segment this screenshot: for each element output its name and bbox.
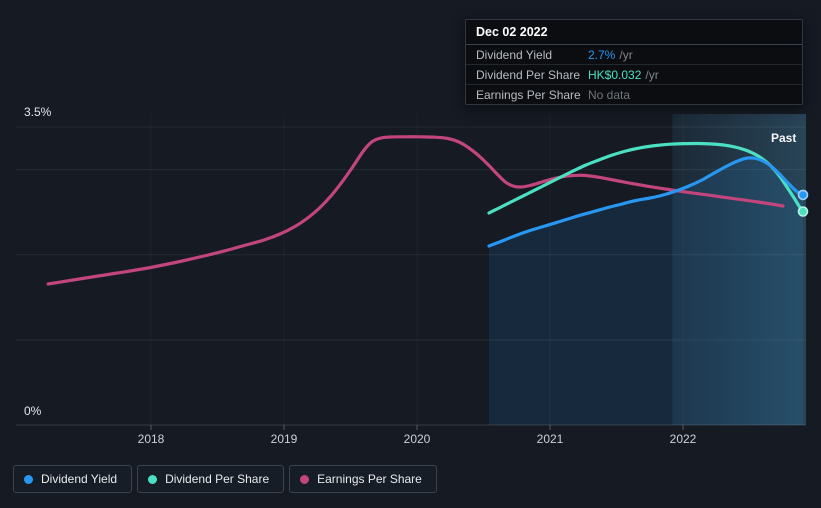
tooltip-label: Dividend Yield bbox=[476, 47, 553, 62]
tooltip-value: HK$0.032 bbox=[588, 67, 642, 82]
series-lines bbox=[46, 135, 805, 286]
tooltip-row-dividend-per-share: Dividend Per Share HK$0.032 /yr bbox=[466, 65, 802, 85]
tooltip-row-earnings-per-share: Earnings Per Share No data bbox=[466, 85, 802, 104]
dividend-yield-end-dot bbox=[797, 189, 809, 201]
gridlines bbox=[16, 126, 806, 430]
tooltip-label: Dividend Per Share bbox=[476, 67, 581, 82]
area-fill bbox=[489, 157, 803, 425]
y-axis-min-label: 0% bbox=[24, 404, 42, 418]
x-axis-year-label: 2020 bbox=[403, 432, 431, 446]
legend-item-dividend-yield[interactable]: Dividend Yield bbox=[13, 465, 133, 493]
tooltip-value: No data bbox=[588, 87, 631, 102]
legend-item-dividend-per-share[interactable]: Dividend Per Share bbox=[137, 465, 285, 493]
x-axis-year-label: 2019 bbox=[270, 432, 298, 446]
past-region-label: Past bbox=[771, 131, 797, 145]
tooltip-date: Dec 02 2022 bbox=[466, 20, 802, 45]
x-axis-year-label: 2018 bbox=[137, 432, 165, 446]
legend-label: Earnings Per Share bbox=[317, 472, 422, 486]
dividend-per-share-end-dot bbox=[797, 206, 809, 217]
earnings-per-share-dot-icon bbox=[300, 474, 310, 484]
series-end-dots bbox=[797, 189, 809, 217]
past-band-rect bbox=[672, 114, 806, 425]
dividend-yield-line bbox=[487, 156, 805, 248]
dividend-yield-area-fill bbox=[489, 157, 803, 425]
y-axis-max-label: 3.5% bbox=[24, 105, 52, 119]
past-highlight-band bbox=[672, 114, 806, 425]
tooltip-unit: /yr bbox=[619, 47, 633, 62]
tooltip-unit: /yr bbox=[645, 67, 659, 82]
chart-tooltip: Dec 02 2022 Dividend Yield 2.7% /yr Divi… bbox=[465, 19, 803, 105]
dividend-per-share-dot-icon bbox=[148, 474, 158, 484]
legend-label: Dividend Per Share bbox=[165, 472, 270, 486]
x-axis-year-label: 2021 bbox=[536, 432, 564, 446]
tooltip-row-dividend-yield: Dividend Yield 2.7% /yr bbox=[466, 45, 802, 65]
tooltip-value: 2.7% bbox=[588, 47, 616, 62]
earnings-per-share-line bbox=[46, 135, 785, 286]
x-axis-year-label: 2022 bbox=[669, 432, 697, 446]
tooltip-label: Earnings Per Share bbox=[476, 87, 581, 102]
dividend-yield-dot-icon bbox=[24, 474, 33, 484]
x-axis-labels: 2018 2019 2020 2021 2022 bbox=[0, 432, 821, 448]
legend-item-earnings-per-share[interactable]: Earnings Per Share bbox=[289, 465, 437, 493]
chart-legend: Dividend Yield Dividend Per Share Earnin… bbox=[13, 465, 437, 493]
legend-label: Dividend Yield bbox=[41, 472, 118, 486]
